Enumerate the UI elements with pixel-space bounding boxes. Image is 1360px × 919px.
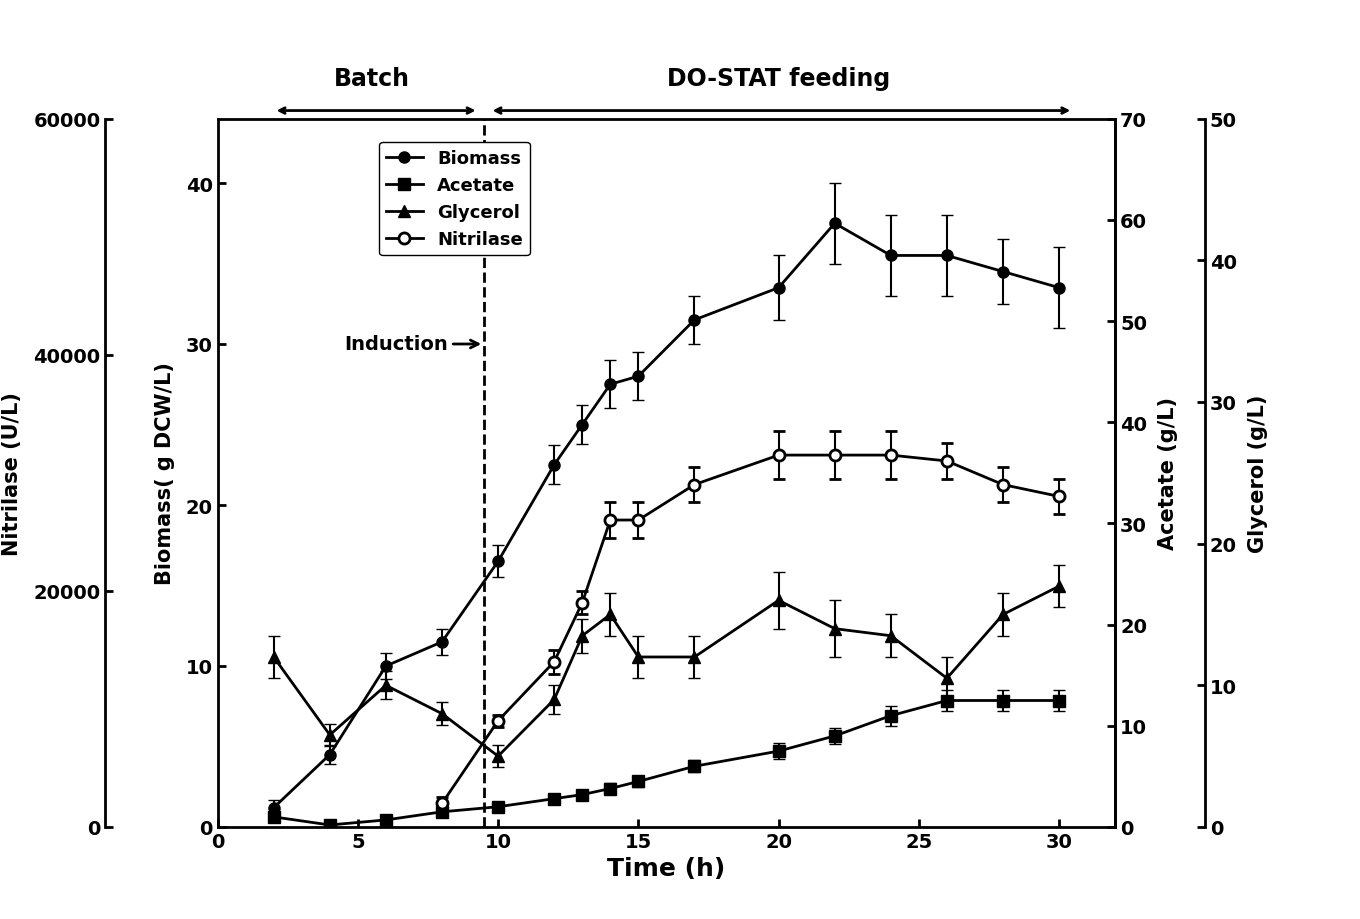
Y-axis label: Acetate (g/L): Acetate (g/L) (1159, 397, 1178, 550)
Text: Batch: Batch (333, 66, 409, 90)
Text: Induction: Induction (344, 335, 479, 354)
Y-axis label: Biomass( g DCW/L): Biomass( g DCW/L) (155, 362, 174, 584)
Text: DO-STAT feeding: DO-STAT feeding (666, 66, 891, 90)
Y-axis label: Glycerol (g/L): Glycerol (g/L) (1248, 394, 1268, 552)
Y-axis label: Nitrilase (U/L): Nitrilase (U/L) (3, 391, 22, 555)
Legend: Biomass, Acetate, Glycerol, Nitrilase: Biomass, Acetate, Glycerol, Nitrilase (379, 142, 530, 256)
X-axis label: Time (h): Time (h) (608, 857, 725, 880)
